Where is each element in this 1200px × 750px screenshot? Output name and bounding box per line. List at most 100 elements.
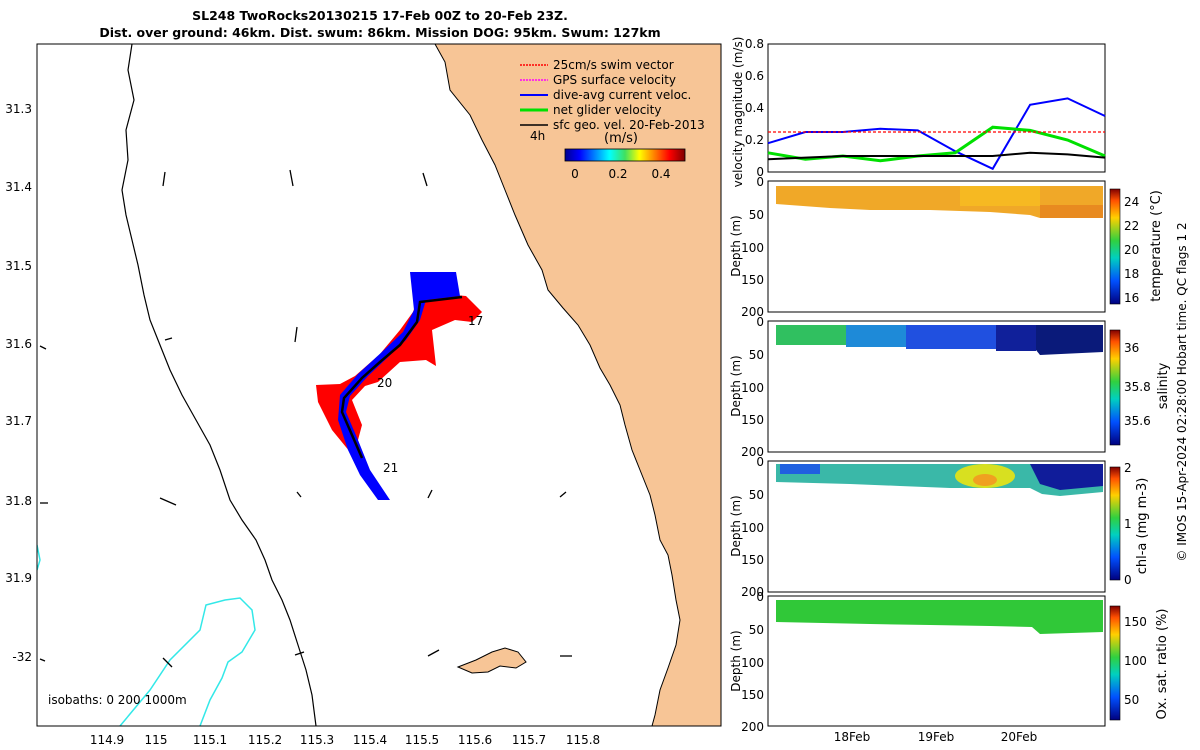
current-vectors-spread xyxy=(338,272,460,500)
y-tick-label: 31.7 xyxy=(5,414,32,428)
temperature-panel: 0 50 100 150 200 16 18 20 22 24 Depth (m… xyxy=(729,175,1164,319)
temperature-c-ticks: 16 18 20 22 24 xyxy=(1124,195,1139,305)
colorbar-tick: 18 xyxy=(1124,267,1139,281)
salinity-field-high xyxy=(776,325,846,345)
colorbar-tick: 50 xyxy=(1124,693,1139,707)
y-tick-label: 200 xyxy=(741,445,764,459)
salinity-field-mid xyxy=(846,325,906,347)
chlorophyll-peak-patch xyxy=(973,474,997,486)
chlorophyll-colorbar-label: chl-a (mg m-3) xyxy=(1135,478,1150,575)
net-velocity-track xyxy=(340,295,463,459)
y-tick-label: 100 xyxy=(741,241,764,255)
y-tick-label: 150 xyxy=(741,413,764,427)
isobaths-label: isobaths: 0 200 1000m xyxy=(48,693,187,707)
legend-gps-velocity: GPS surface velocity xyxy=(553,73,676,87)
colorbar-tick: 35.8 xyxy=(1124,380,1151,394)
temperature-colorbar-label: temperature (°C) xyxy=(1149,190,1164,302)
chlorophyll-colorbar xyxy=(1109,466,1121,581)
salinity-field-lowest xyxy=(1036,325,1103,355)
temperature-field-deep xyxy=(1040,205,1103,218)
salinity-colorbar xyxy=(1109,329,1121,446)
chlorophyll-field xyxy=(776,464,1103,496)
temperature-colorbar xyxy=(1109,188,1121,305)
imos-caption: © IMOS 15-Apr-2024 02:28:00 Hobart time.… xyxy=(1175,222,1189,561)
x-tick-label: 115 xyxy=(145,733,168,747)
oxygen-c-ticks: 50 100 150 xyxy=(1124,615,1147,707)
temperature-field-warm xyxy=(960,186,1040,206)
y-tick-label: 100 xyxy=(741,656,764,670)
time-axis-ticks: 18Feb 19Feb 20Feb xyxy=(834,730,1038,744)
x-tick-label: 114.9 xyxy=(90,733,124,747)
colorbar-tick: 100 xyxy=(1124,654,1147,668)
y-tick-label: 0 xyxy=(756,165,764,179)
salinity-panel: 0 50 100 150 200 35.6 35.8 36 Depth (m) … xyxy=(729,315,1171,459)
colorbar-tick: 0.2 xyxy=(608,167,627,181)
velocity-series-line xyxy=(767,151,1106,161)
oxygen-ylabel: Depth (m) xyxy=(729,630,743,691)
isobath-200m xyxy=(121,44,317,726)
y-tick-label: 100 xyxy=(741,381,764,395)
y-tick-label: 0.4 xyxy=(745,101,764,115)
y-tick-label: 0 xyxy=(756,590,764,604)
y-tick-label: 150 xyxy=(741,688,764,702)
y-tick-label: 50 xyxy=(749,208,764,222)
y-tick-label: 31.9 xyxy=(5,571,32,585)
x-tick-label: 115.4 xyxy=(353,733,387,747)
colorbar-tick: 35.6 xyxy=(1124,414,1151,428)
y-tick-label: 0 xyxy=(756,175,764,189)
figure-title-line-2: Dist. over ground: 46km. Dist. swum: 86k… xyxy=(99,25,661,40)
x-tick-label: 115.1 xyxy=(193,733,227,747)
salinity-ylabel: Depth (m) xyxy=(729,355,743,416)
track-map: 17 20 21 isobaths: 0 200 1000m 25cm/s sw… xyxy=(5,43,722,747)
colorbar-tick: 22 xyxy=(1124,219,1139,233)
y-tick-label: 0.6 xyxy=(745,69,764,83)
colorbar-tick: 2 xyxy=(1124,461,1132,475)
colorbar-tick: 16 xyxy=(1124,291,1139,305)
day-label-20: 20 xyxy=(377,376,392,390)
colorbar-tick: 0 xyxy=(1124,573,1132,587)
x-tick-label: 115.2 xyxy=(248,733,282,747)
legend-geo-velocity: sfc geo. vel. 20-Feb-2013 xyxy=(553,118,705,132)
salinity-field-low xyxy=(996,325,1036,351)
colorbar-tick: 150 xyxy=(1124,615,1147,629)
velocity-panel: 0 0.2 0.4 0.6 0.8 velocity magnitude (m/… xyxy=(731,37,1106,187)
y-tick-label: 50 xyxy=(749,488,764,502)
legend-net-velocity: net glider velocity xyxy=(553,103,661,117)
velocity-axes xyxy=(767,43,1106,173)
temperature-ylabel: Depth (m) xyxy=(729,215,743,276)
temperature-y-ticks: 0 50 100 150 200 xyxy=(741,175,764,319)
colorbar-tick: 0.4 xyxy=(651,167,670,181)
chlorophyll-ylabel: Depth (m) xyxy=(729,495,743,556)
colorbar-tick: 24 xyxy=(1124,195,1139,209)
y-tick-label: -32 xyxy=(12,650,32,664)
colorbar-tick: 36 xyxy=(1124,341,1139,355)
y-tick-label: 150 xyxy=(741,273,764,287)
y-tick-label: 50 xyxy=(749,623,764,637)
colorbar-tick: 0 xyxy=(571,167,579,181)
oxygen-panel: 0 50 100 150 200 50 100 150 18Feb 19Feb … xyxy=(729,590,1170,744)
y-tick-label: 50 xyxy=(749,348,764,362)
day-label-17: 17 xyxy=(468,314,483,328)
y-tick-label: 0 xyxy=(756,455,764,469)
day-label-21: 21 xyxy=(383,461,398,475)
y-tick-label: 0 xyxy=(756,315,764,329)
x-tick-label: 115.3 xyxy=(300,733,334,747)
island xyxy=(456,647,527,674)
swim-vectors-spread xyxy=(316,292,482,452)
geostrophic-velocity-vectors xyxy=(39,169,572,668)
chlorophyll-panel: 0 50 100 150 200 0 1 2 Depth (m) chl-a (… xyxy=(729,455,1150,599)
x-tick-label: 115.7 xyxy=(512,733,546,747)
y-tick-label: 31.5 xyxy=(5,259,32,273)
y-tick-label: 200 xyxy=(741,305,764,319)
isobath-1000m xyxy=(37,544,256,726)
map-y-ticks: 31.3 31.4 31.5 31.6 31.7 31.8 31.9 -32 xyxy=(5,102,32,664)
figure-title-line-1: SL248 TwoRocks20130215 17-Feb 00Z to 20-… xyxy=(192,8,568,23)
colorbar-title: (m/s) xyxy=(604,131,638,146)
y-tick-label: 0.8 xyxy=(745,37,764,51)
time-marker: 4h xyxy=(530,129,545,143)
velocity-series xyxy=(767,97,1106,171)
oxygen-y-ticks: 0 50 100 150 200 xyxy=(741,590,764,734)
salinity-colorbar-label: salinity xyxy=(1156,362,1171,409)
chlorophyll-y-ticks: 0 50 100 150 200 xyxy=(741,455,764,599)
